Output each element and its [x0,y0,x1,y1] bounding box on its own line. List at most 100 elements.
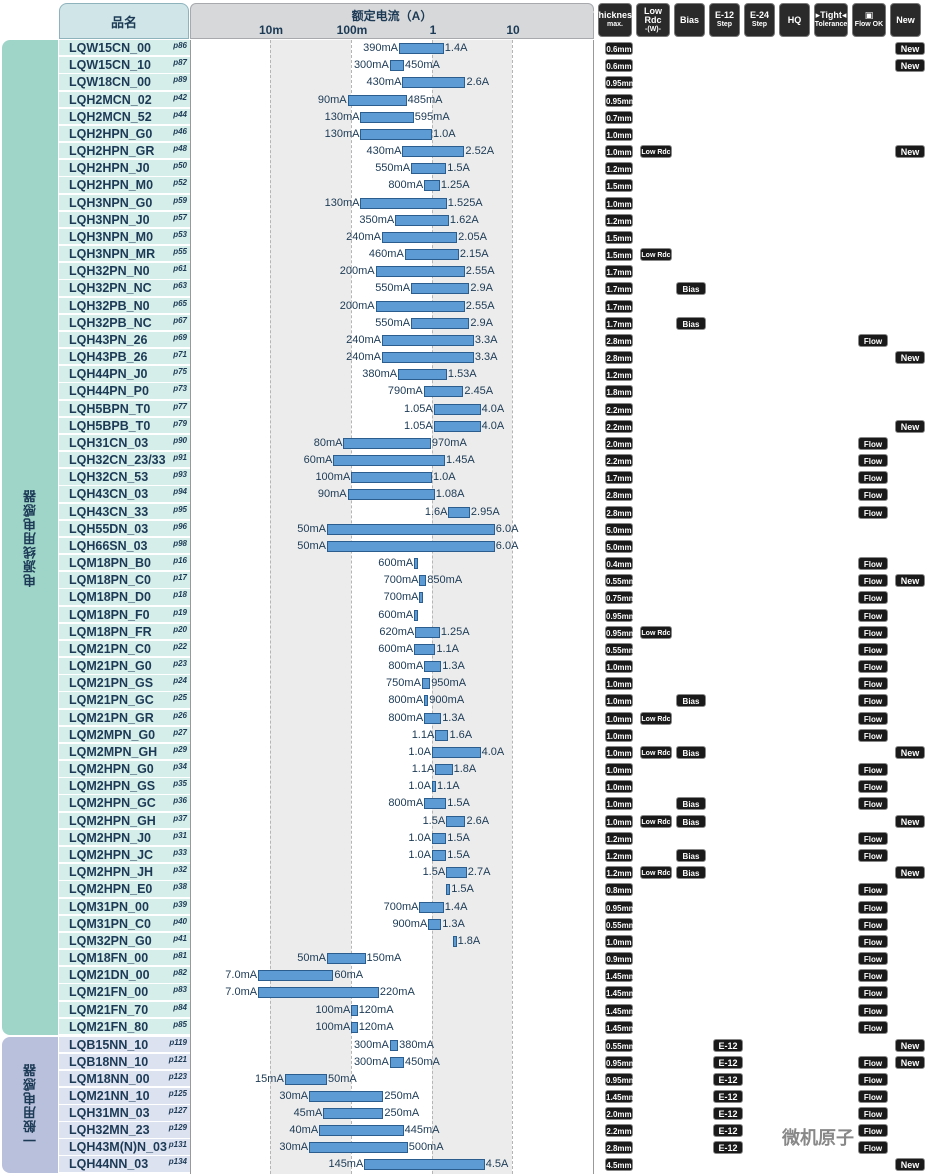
max-current-label: 1.8A [457,934,481,947]
part-number: LQH3NPN_MR p55 [59,246,190,263]
table-row: LQM18PN_C0 p17 700mA 850mA 0.55mm Flow New [59,572,931,589]
watermark: 微机原子 [782,1128,854,1148]
part-number: LQH5BPN_T0 p77 [59,400,190,417]
max-current-label: 1.0A [433,471,456,484]
thickness-badge: 1.7mm [605,299,633,313]
current-range-bar [398,369,447,381]
max-current-label: 120mA [358,1003,394,1016]
thickness-badge: 1.0mm [605,814,633,828]
min-current-label: 145mA [328,1158,364,1171]
table-row: LQH3NPN_MR p55 460mA 2.15A 1.5mm Low Rdc [59,246,931,263]
thickness-badge: 0.95mm [605,900,636,914]
min-current-label: 130mA [324,196,360,209]
min-current-label: 1.0A [408,848,431,861]
flow-badge: Flow [858,900,888,914]
bias-badge: Bias [676,316,706,330]
table-row: LQM31PN_C0 p40 900mA 1.3A 0.55mm Flow [59,915,931,933]
flow-badge: Flow [858,574,888,588]
page-ref: p18 [173,590,187,600]
max-current-label: 60mA [334,969,364,982]
min-current-label: 430mA [366,145,402,158]
e12-badge: E-12 [713,1056,743,1070]
current-range-bar [284,1074,327,1086]
current-range-bar [364,1159,485,1171]
high-q-icon: HQ [779,3,810,37]
current-range-bar [360,111,414,123]
page-ref: p50 [173,161,187,171]
part-number: LQB18NN_10 p121 [59,1054,190,1071]
current-range-bar [258,970,334,982]
low-rdc-icon: Low Rdc -(W)- [636,3,670,37]
page-ref: p129 [168,1123,187,1133]
max-current-label: 485mA [407,93,443,106]
current-range-bar [381,352,474,364]
current-range-bar [375,300,465,312]
flow-badge: Flow [858,1141,888,1155]
table-row: LQH43PN_26 p69 240mA 3.3A 2.8mm Flow [59,331,931,349]
max-current-label: 6.0A [495,522,519,535]
flow-badge: Flow [858,471,888,485]
current-range-bar [424,798,447,810]
current-range-bar [343,437,431,449]
bias-badge: Bias [676,814,706,828]
thickness-badge: 1.0mm [605,763,633,777]
min-current-label: 800mA [388,694,424,707]
max-current-label: 1.3A [442,711,465,724]
current-range-bar [435,729,449,741]
table-row: LQM2HPN_E0 p38 1.5A 0.8mm Flow [59,881,931,898]
part-number: LQW18CN_00 p89 [59,74,190,91]
current-range-bar [411,163,447,175]
thickness-badge: 0.6mm [605,59,633,73]
current-range-bar [432,832,447,844]
part-number: LQH44NN_03 p134 [59,1156,190,1173]
min-current-label: 15mA [255,1073,284,1086]
table-row: LQH2HPN_J0 p50 550mA 1.5A 1.2mm [59,160,931,177]
table-row: LQH32PN_N0 p61 200mA 2.55A 1.7mm [59,263,931,280]
new-badge: New [895,145,925,159]
flow-badge: Flow [858,711,888,725]
part-number: LQH2MCN_02 p42 [59,91,190,108]
e12-badge: E-12 [713,1141,743,1155]
max-current-label: 595mA [414,110,450,123]
part-number: LQM18PN_FR p20 [59,623,190,641]
part-number: LQM18PN_B0 p16 [59,555,190,572]
current-range-bar [360,197,447,209]
page-ref: p123 [168,1072,187,1082]
thickness-badge: 2.2mm [605,1124,633,1138]
max-current-label: 1.3A [442,917,465,930]
page-ref: p71 [173,350,187,360]
chart-band-10m-100m [270,40,351,1174]
max-current-label: 3.3A [474,333,498,346]
current-range-bar [415,626,440,638]
min-current-label: 800mA [388,660,424,673]
flow-badge: Flow [858,831,888,845]
page-ref: p83 [173,985,187,995]
table-row: LQM2HPN_GS p35 1.0A 1.1A 1.0mm Flow [59,778,931,795]
current-range-bar [424,661,442,673]
thickness-badge: 1.5mm [605,248,633,262]
e12-badge: E-12 [713,1090,743,1104]
min-current-label: 300mA [353,1039,389,1051]
thickness-badge: 0.95mm [605,76,636,90]
thickness-badge: 2.8mm [605,351,633,365]
flow-badge: Flow [858,694,888,708]
page-ref: p57 [173,212,187,222]
table-row: LQH2HPN_GR p48 430mA 2.52A 1.0mm Low Rdc New [59,143,931,160]
e12-step-icon: E-12 Step [709,3,740,37]
table-row: LQM18PN_D0 p18 700mA 0.75mm Flow [59,589,931,606]
table-row: LQM21PN_G0 p23 800mA 1.3A 1.0mm Flow [59,658,931,675]
thickness-badge: 2.8mm [605,505,633,519]
page-ref: p73 [173,384,187,394]
min-current-label: 7.0mA [225,986,258,999]
thickness-badge: 2.0mm [605,1107,633,1121]
new-badge: New [895,814,925,828]
part-number: LQM31PN_00 p39 [59,898,190,915]
table-row: LQM21PN_GS p24 750mA 950mA 1.0mm Flow [59,675,931,692]
max-current-label: 250mA [384,1107,420,1120]
thickness-badge: 0.95mm [605,608,636,622]
table-row: LQM21NN_10 p125 30mA 250mA 1.45mm E-12 Flow [59,1088,931,1105]
low-rdc-badge: Low Rdc [640,711,672,725]
part-number: LQM32PN_G0 p41 [59,932,190,950]
page-ref: p39 [173,899,187,909]
flow-badge: Flow [858,488,888,502]
